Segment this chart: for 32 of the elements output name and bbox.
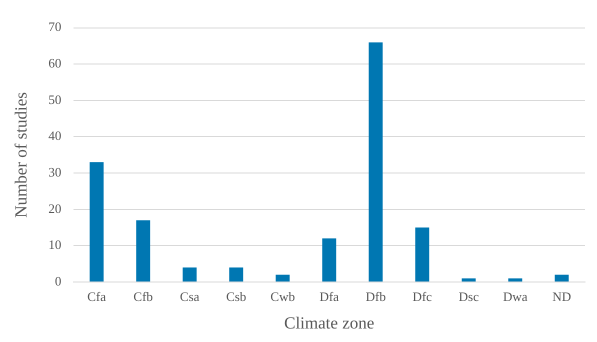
bar <box>368 42 383 282</box>
x-tick-label: Cfa <box>87 289 106 304</box>
y-tick-label: 70 <box>48 19 62 34</box>
bar <box>554 274 569 282</box>
y-axis-title: Number of studies <box>12 92 31 218</box>
x-tick-label: Dfb <box>366 289 386 304</box>
x-tick-label: Cfb <box>133 289 153 304</box>
y-tick-label: 30 <box>48 164 62 180</box>
x-tick-label: Cwb <box>270 289 295 304</box>
x-axis-title: Climate zone <box>284 313 374 332</box>
y-tick-label: 0 <box>54 273 62 288</box>
x-tick-label: Dwa <box>502 289 528 304</box>
x-tick-label: Dfa <box>319 289 340 304</box>
x-tick-label: Csa <box>180 289 200 304</box>
x-tick-label: Dfc <box>412 289 432 304</box>
y-tick-label: 50 <box>48 92 62 107</box>
x-tick-label: ND <box>552 289 572 304</box>
y-tick-label: 40 <box>48 128 62 144</box>
y-tick-label: 10 <box>48 237 62 252</box>
bar <box>508 278 522 282</box>
bar <box>462 278 476 282</box>
bar <box>415 228 430 282</box>
x-tick-label: Dsc <box>458 289 480 304</box>
y-tick-label: 60 <box>48 56 62 71</box>
bar <box>136 220 150 282</box>
bar <box>276 274 290 282</box>
y-tick-label: 20 <box>48 200 62 216</box>
bar <box>182 267 197 282</box>
bar <box>90 162 104 282</box>
bar <box>229 267 244 282</box>
bar <box>322 238 336 282</box>
x-tick-label: Csb <box>226 289 246 304</box>
